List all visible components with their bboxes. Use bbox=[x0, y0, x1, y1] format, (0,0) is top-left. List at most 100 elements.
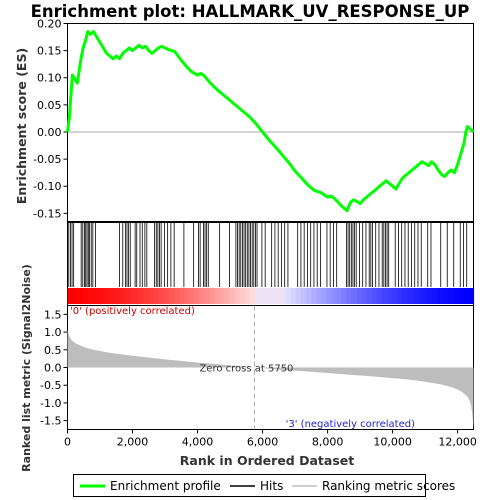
gradient-segment bbox=[229, 288, 236, 304]
rank-gradient-bar bbox=[67, 288, 475, 304]
es-y-tick-label: -0.10 bbox=[33, 180, 61, 193]
x-tick-label: 10,000 bbox=[373, 436, 412, 449]
gradient-segment bbox=[321, 288, 327, 304]
gradient-segment bbox=[224, 288, 231, 304]
gradient-segment bbox=[311, 288, 317, 304]
gradient-segment bbox=[280, 288, 287, 304]
es-y-tick-label: -0.15 bbox=[33, 207, 61, 220]
gradient-segment bbox=[184, 288, 190, 304]
gradient-segment bbox=[179, 288, 185, 304]
gradient-segment bbox=[275, 288, 282, 304]
gradient-segment bbox=[351, 288, 358, 304]
metric-y-tick-label: -1.5 bbox=[40, 415, 61, 428]
gradient-segment bbox=[214, 288, 221, 304]
gradient-segment bbox=[407, 288, 414, 304]
gradient-segment bbox=[138, 288, 145, 304]
metric-panel: -1.5 -1.0 -0.5 0.0 0.5 1.0 1.5 Zero cross at 5… bbox=[20, 264, 474, 472]
metric-y-ticks: -1.5 -1.0 -0.5 0.0 0.5 1.0 1.5 bbox=[40, 308, 68, 428]
gradient-segment bbox=[189, 288, 195, 304]
gradient-segment bbox=[295, 288, 302, 304]
gradient-segment bbox=[260, 288, 267, 304]
gradient-segment bbox=[128, 288, 135, 304]
metric-y-tick-label: 1.0 bbox=[44, 326, 62, 339]
es-y-tick-label: 0.15 bbox=[37, 45, 62, 58]
gradient-segment bbox=[346, 288, 353, 304]
metric-y-tick-label: -0.5 bbox=[40, 379, 61, 392]
es-y-tick-label: 0.05 bbox=[37, 99, 62, 112]
gradient-segment bbox=[336, 288, 343, 304]
es-y-axis-label: Enrichment score (ES) bbox=[14, 48, 29, 204]
legend: Enrichment profile Hits Ranking metric s… bbox=[73, 474, 455, 497]
enrichment-profile-line bbox=[66, 30, 475, 213]
gradient-segment bbox=[372, 288, 378, 304]
x-axis-ticks: 0 2,000 4,000 6,000 8,000 10,000 12,000 bbox=[64, 429, 477, 449]
x-tick-label: 12,000 bbox=[438, 436, 477, 449]
metric-y-tick-label: 0.0 bbox=[44, 362, 62, 375]
gradient-segment bbox=[118, 288, 124, 304]
gradient-segment bbox=[158, 288, 165, 304]
x-tick-label: 0 bbox=[64, 436, 71, 449]
gradient-segment bbox=[432, 288, 439, 304]
gradient-segment bbox=[377, 288, 383, 304]
zero-cross-label: Zero cross at 5750 bbox=[199, 364, 293, 375]
gradient-segment bbox=[163, 288, 170, 304]
gradient-segment bbox=[103, 288, 109, 304]
gradient-segment bbox=[427, 288, 434, 304]
gradient-segment bbox=[285, 288, 292, 304]
metric-y-axis-label: Ranked list metric (Signal2Noise) bbox=[20, 264, 33, 472]
es-y-tick-label: 0.20 bbox=[37, 18, 62, 31]
gradient-segment bbox=[402, 288, 409, 304]
gradient-segment bbox=[382, 288, 388, 304]
gradient-segment bbox=[463, 288, 470, 304]
gradient-segment bbox=[265, 288, 272, 304]
gradient-segment bbox=[169, 288, 175, 304]
gradient-segment bbox=[387, 288, 393, 304]
gradient-segment bbox=[397, 288, 404, 304]
hits-panel bbox=[67, 222, 475, 306]
gradient-segment bbox=[219, 288, 226, 304]
gradient-segment bbox=[77, 288, 84, 304]
es-y-tick-label: 0.00 bbox=[37, 126, 62, 139]
gradient-segment bbox=[290, 288, 297, 304]
gradient-segment bbox=[255, 288, 261, 304]
gradient-segment bbox=[366, 288, 373, 304]
es-y-tick-label: 0.10 bbox=[37, 72, 62, 85]
x-tick-label: 2,000 bbox=[117, 436, 149, 449]
gradient-segment bbox=[72, 288, 79, 304]
negative-correlation-label: '3' (negatively correlated) bbox=[286, 419, 415, 430]
es-panel: -0.15 -0.10 -0.05 0.00 0.05 0.10 0.15 0.20 Enri… bbox=[14, 18, 475, 222]
gradient-segment bbox=[458, 288, 464, 304]
gradient-segment bbox=[67, 288, 74, 304]
gradient-segment bbox=[123, 288, 129, 304]
gradient-segment bbox=[209, 288, 216, 304]
x-tick-label: 8,000 bbox=[312, 436, 344, 449]
gradient-segment bbox=[443, 288, 449, 304]
metric-y-tick-label: 1.5 bbox=[44, 308, 62, 321]
gradient-segment bbox=[194, 288, 201, 304]
metric-y-tick-label: 0.5 bbox=[44, 344, 62, 357]
gradient-segment bbox=[240, 288, 246, 304]
gradient-segment bbox=[453, 288, 459, 304]
gradient-segment bbox=[392, 288, 398, 304]
es-y-tick-label: -0.05 bbox=[33, 153, 61, 166]
gradient-segment bbox=[250, 288, 256, 304]
gradient-segment bbox=[361, 288, 368, 304]
gradient-segment bbox=[437, 288, 444, 304]
gradient-segment bbox=[331, 288, 338, 304]
gradient-segment bbox=[199, 288, 206, 304]
hit-lines bbox=[68, 222, 468, 287]
positive-correlation-label: '0' (positively correlated) bbox=[70, 306, 195, 317]
gradient-segment bbox=[326, 288, 332, 304]
gradient-segment bbox=[108, 288, 114, 304]
gradient-segment bbox=[92, 288, 99, 304]
legend-metric-label: Ranking metric scores bbox=[322, 479, 455, 493]
gradient-segment bbox=[468, 288, 475, 304]
gradient-segment bbox=[341, 288, 348, 304]
x-tick-label: 6,000 bbox=[247, 436, 279, 449]
gradient-segment bbox=[270, 288, 277, 304]
gradient-segment bbox=[316, 288, 322, 304]
gradient-segment bbox=[97, 288, 104, 304]
legend-hits-label: Hits bbox=[260, 479, 283, 493]
gradient-segment bbox=[448, 288, 454, 304]
